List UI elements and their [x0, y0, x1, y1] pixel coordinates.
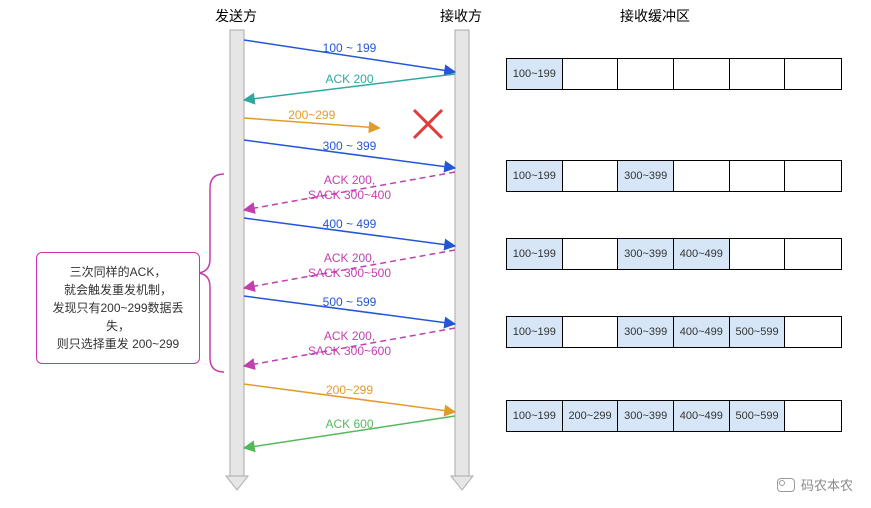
buffer-cell: 500~599	[730, 401, 786, 431]
buffer-cell: 100~199	[507, 401, 563, 431]
buffer-cell: 100~199	[507, 59, 563, 89]
arrow-label-10: ACK 600	[325, 417, 373, 431]
buffer-cell: 300~399	[618, 239, 674, 269]
annotation-line: 发现只有200~299数据丢失，	[45, 299, 191, 335]
buffer-cell	[730, 59, 786, 89]
watermark: 码农本农	[777, 475, 853, 494]
annotation-line: 则只选择重发 200~299	[45, 335, 191, 353]
annotation-box: 三次同样的ACK，就会触发重发机制，发现只有200~299数据丢失，则只选择重发…	[36, 252, 200, 364]
arrow-label-8-a: ACK 200,	[324, 329, 375, 343]
header-sender: 发送方	[215, 6, 257, 26]
buffer-cell	[674, 59, 730, 89]
buffer-cell: 400~499	[674, 401, 730, 431]
buffer-cell: 300~399	[618, 317, 674, 347]
buffer-cell	[563, 317, 619, 347]
sender-lifeline	[230, 30, 244, 476]
buffer-row-1: 100~199 300~399	[506, 160, 842, 192]
buffer-cell: 400~499	[674, 317, 730, 347]
wechat-icon	[777, 478, 795, 492]
buffer-cell: 500~599	[730, 317, 786, 347]
buffer-cell	[730, 239, 786, 269]
arrow-label-4-a: ACK 200,	[324, 173, 375, 187]
buffer-cell: 200~299	[563, 401, 619, 431]
annotation-line: 就会触发重发机制，	[45, 281, 191, 299]
arrow-label-0: 100 ~ 199	[323, 41, 377, 55]
arrow-label-6-b: SACK 300~500	[308, 266, 391, 280]
buffer-cell	[563, 59, 619, 89]
header-buffer: 接收缓冲区	[620, 6, 690, 26]
annotation-brace	[196, 174, 224, 372]
buffer-cell	[730, 161, 786, 191]
arrow-label-6-a: ACK 200,	[324, 251, 375, 265]
buffer-cell: 300~399	[618, 161, 674, 191]
buffer-cell: 400~499	[674, 239, 730, 269]
buffer-cell	[618, 59, 674, 89]
arrow-label-4-b: SACK 300~400	[308, 188, 391, 202]
buffer-cell: 100~199	[507, 161, 563, 191]
buffer-row-0: 100~199	[506, 58, 842, 90]
buffer-cell	[785, 401, 841, 431]
arrow-label-5: 400 ~ 499	[323, 217, 377, 231]
buffer-row-4: 100~199200~299300~399400~499500~599	[506, 400, 842, 432]
buffer-cell: 100~199	[507, 317, 563, 347]
arrow-label-8-b: SACK 300~600	[308, 344, 391, 358]
watermark-text: 码农本农	[801, 475, 853, 494]
annotation-line: 三次同样的ACK，	[45, 263, 191, 281]
buffer-cell: 100~199	[507, 239, 563, 269]
arrow-label-7: 500 ~ 599	[323, 295, 377, 309]
buffer-cell	[785, 317, 841, 347]
arrow-label-3: 300 ~ 399	[323, 139, 377, 153]
buffer-cell	[563, 239, 619, 269]
buffer-row-2: 100~199 300~399400~499	[506, 238, 842, 270]
buffer-cell: 300~399	[618, 401, 674, 431]
buffer-row-3: 100~199 300~399400~499500~599	[506, 316, 842, 348]
arrow-label-1: ACK 200	[325, 72, 373, 86]
buffer-cell	[785, 59, 841, 89]
buffer-cell	[563, 161, 619, 191]
buffer-cell	[785, 161, 841, 191]
header-receiver: 接收方	[440, 6, 482, 26]
arrow-label-9: 200~299	[326, 383, 373, 397]
receiver-lifeline	[455, 30, 469, 476]
buffer-cell	[674, 161, 730, 191]
arrow-label-2: 200~299	[288, 108, 335, 122]
buffer-cell	[785, 239, 841, 269]
